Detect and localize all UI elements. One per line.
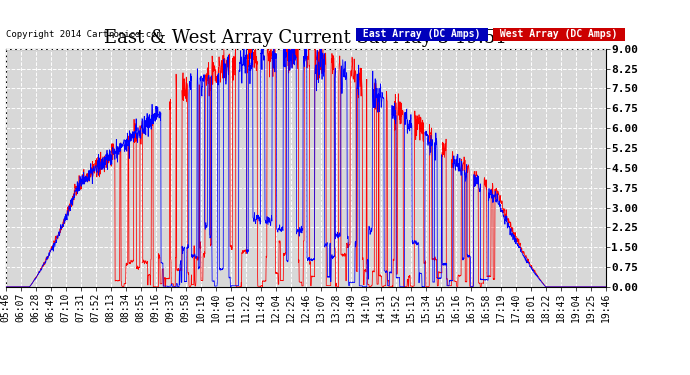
Title: East & West Array Current Sat May 3 19:51: East & West Array Current Sat May 3 19:5… [104, 29, 507, 47]
Text: East Array (DC Amps): East Array (DC Amps) [357, 29, 486, 39]
Text: Copyright 2014 Cartronics.com: Copyright 2014 Cartronics.com [6, 30, 161, 39]
Text: West Array (DC Amps): West Array (DC Amps) [494, 29, 623, 39]
